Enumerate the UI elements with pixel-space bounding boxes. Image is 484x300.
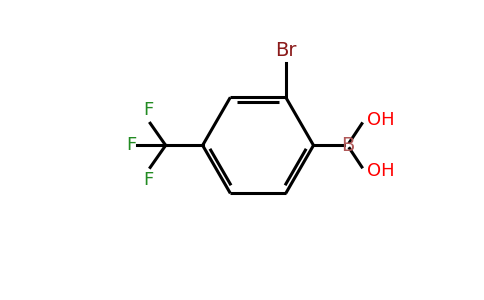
Text: F: F — [144, 171, 154, 189]
Text: B: B — [341, 136, 354, 155]
Text: OH: OH — [367, 111, 395, 129]
Text: F: F — [126, 136, 136, 154]
Text: Br: Br — [275, 41, 297, 60]
Text: OH: OH — [367, 162, 395, 180]
Text: F: F — [144, 101, 154, 119]
